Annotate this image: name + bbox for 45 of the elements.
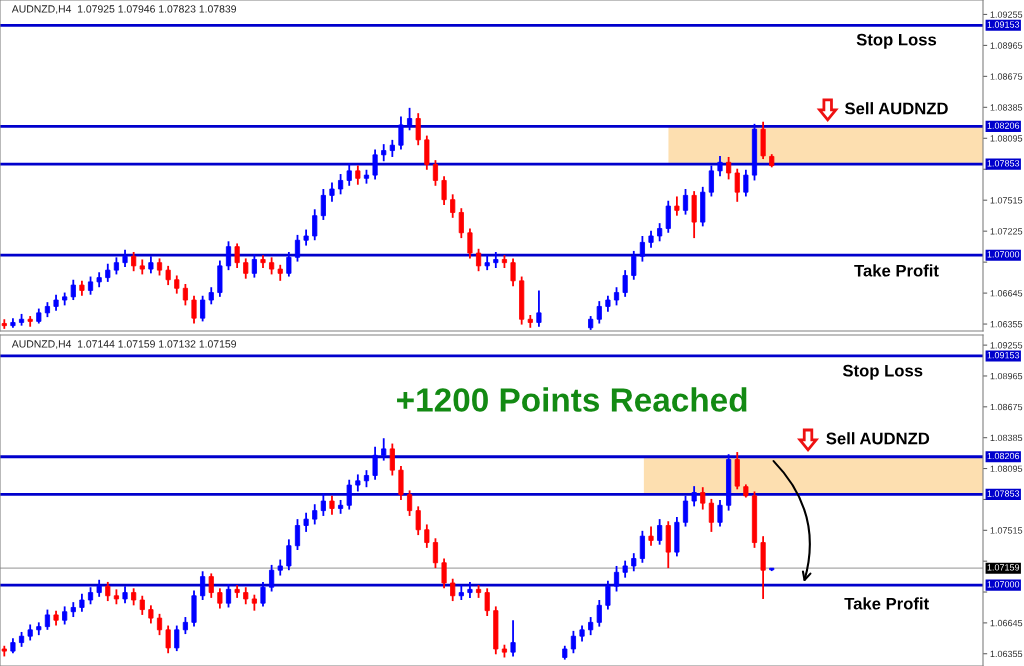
y-tick-label: 1.07225 (990, 228, 1023, 235)
annotation: Sell AUDNZD (826, 432, 930, 445)
y-tick-label: 1.09255 (990, 11, 1023, 18)
y-tick-label: 1.08095 (990, 135, 1023, 142)
chart-title: AUDNZD,H4 1.07144 1.07159 1.07132 1.07159 (11, 340, 236, 349)
candlestick (53, 609, 59, 627)
y-tick-label: 1.06355 (990, 650, 1023, 658)
ref-line-label: 1.08206 (987, 122, 1020, 129)
annotation: Stop Loss (856, 33, 937, 49)
candlestick (303, 228, 309, 247)
candlestick (277, 558, 283, 577)
y-tick-label: 1.07515 (990, 197, 1023, 204)
y-tick-label: 1.08965 (990, 42, 1023, 49)
y-tick-label: 1.06355 (990, 321, 1023, 328)
ref-line-label: 1.07159 (987, 564, 1020, 571)
candlestick (79, 279, 85, 297)
candlestick (277, 263, 283, 282)
y-tick-label: 1.09255 (990, 342, 1023, 349)
candlestick (674, 195, 680, 217)
ref-line-label: 1.07853 (987, 490, 1020, 497)
annotation: Sell AUDNZD (844, 102, 948, 115)
ref-line-label: 1.07000 (987, 251, 1020, 258)
chart-title: AUDNZD,H4 1.07925 1.07946 1.07823 1.07839 (11, 5, 236, 14)
candlestick (139, 258, 145, 276)
annotation: Take Profit (854, 264, 939, 277)
y-tick-label: 1.07515 (990, 527, 1023, 534)
ref-line-label: 1.07000 (987, 581, 1020, 588)
annotation: Take Profit (844, 597, 929, 610)
annotation: Stop Loss (842, 364, 923, 380)
candlestick (355, 473, 361, 493)
y-tick-label: 1.08675 (990, 403, 1023, 411)
y-tick-label: 1.08095 (990, 465, 1023, 472)
ref-line-label: 1.09153 (987, 352, 1020, 359)
ref-line-label: 1.07853 (987, 160, 1020, 167)
annotation: +1200 Points Reached (397, 387, 747, 412)
y-tick-label: 1.08675 (990, 73, 1023, 80)
candlestick (96, 271, 102, 289)
ref-line-label: 1.08206 (987, 452, 1020, 460)
y-tick-label: 1.08385 (990, 434, 1023, 442)
candlestick (484, 254, 490, 272)
ref-line-label: 1.09153 (987, 21, 1020, 28)
y-tick-label: 1.06645 (990, 619, 1023, 627)
y-tick-label: 1.06645 (990, 290, 1023, 297)
y-tick-label: 1.08385 (990, 104, 1023, 111)
y-tick-label: 1.08965 (990, 372, 1023, 380)
